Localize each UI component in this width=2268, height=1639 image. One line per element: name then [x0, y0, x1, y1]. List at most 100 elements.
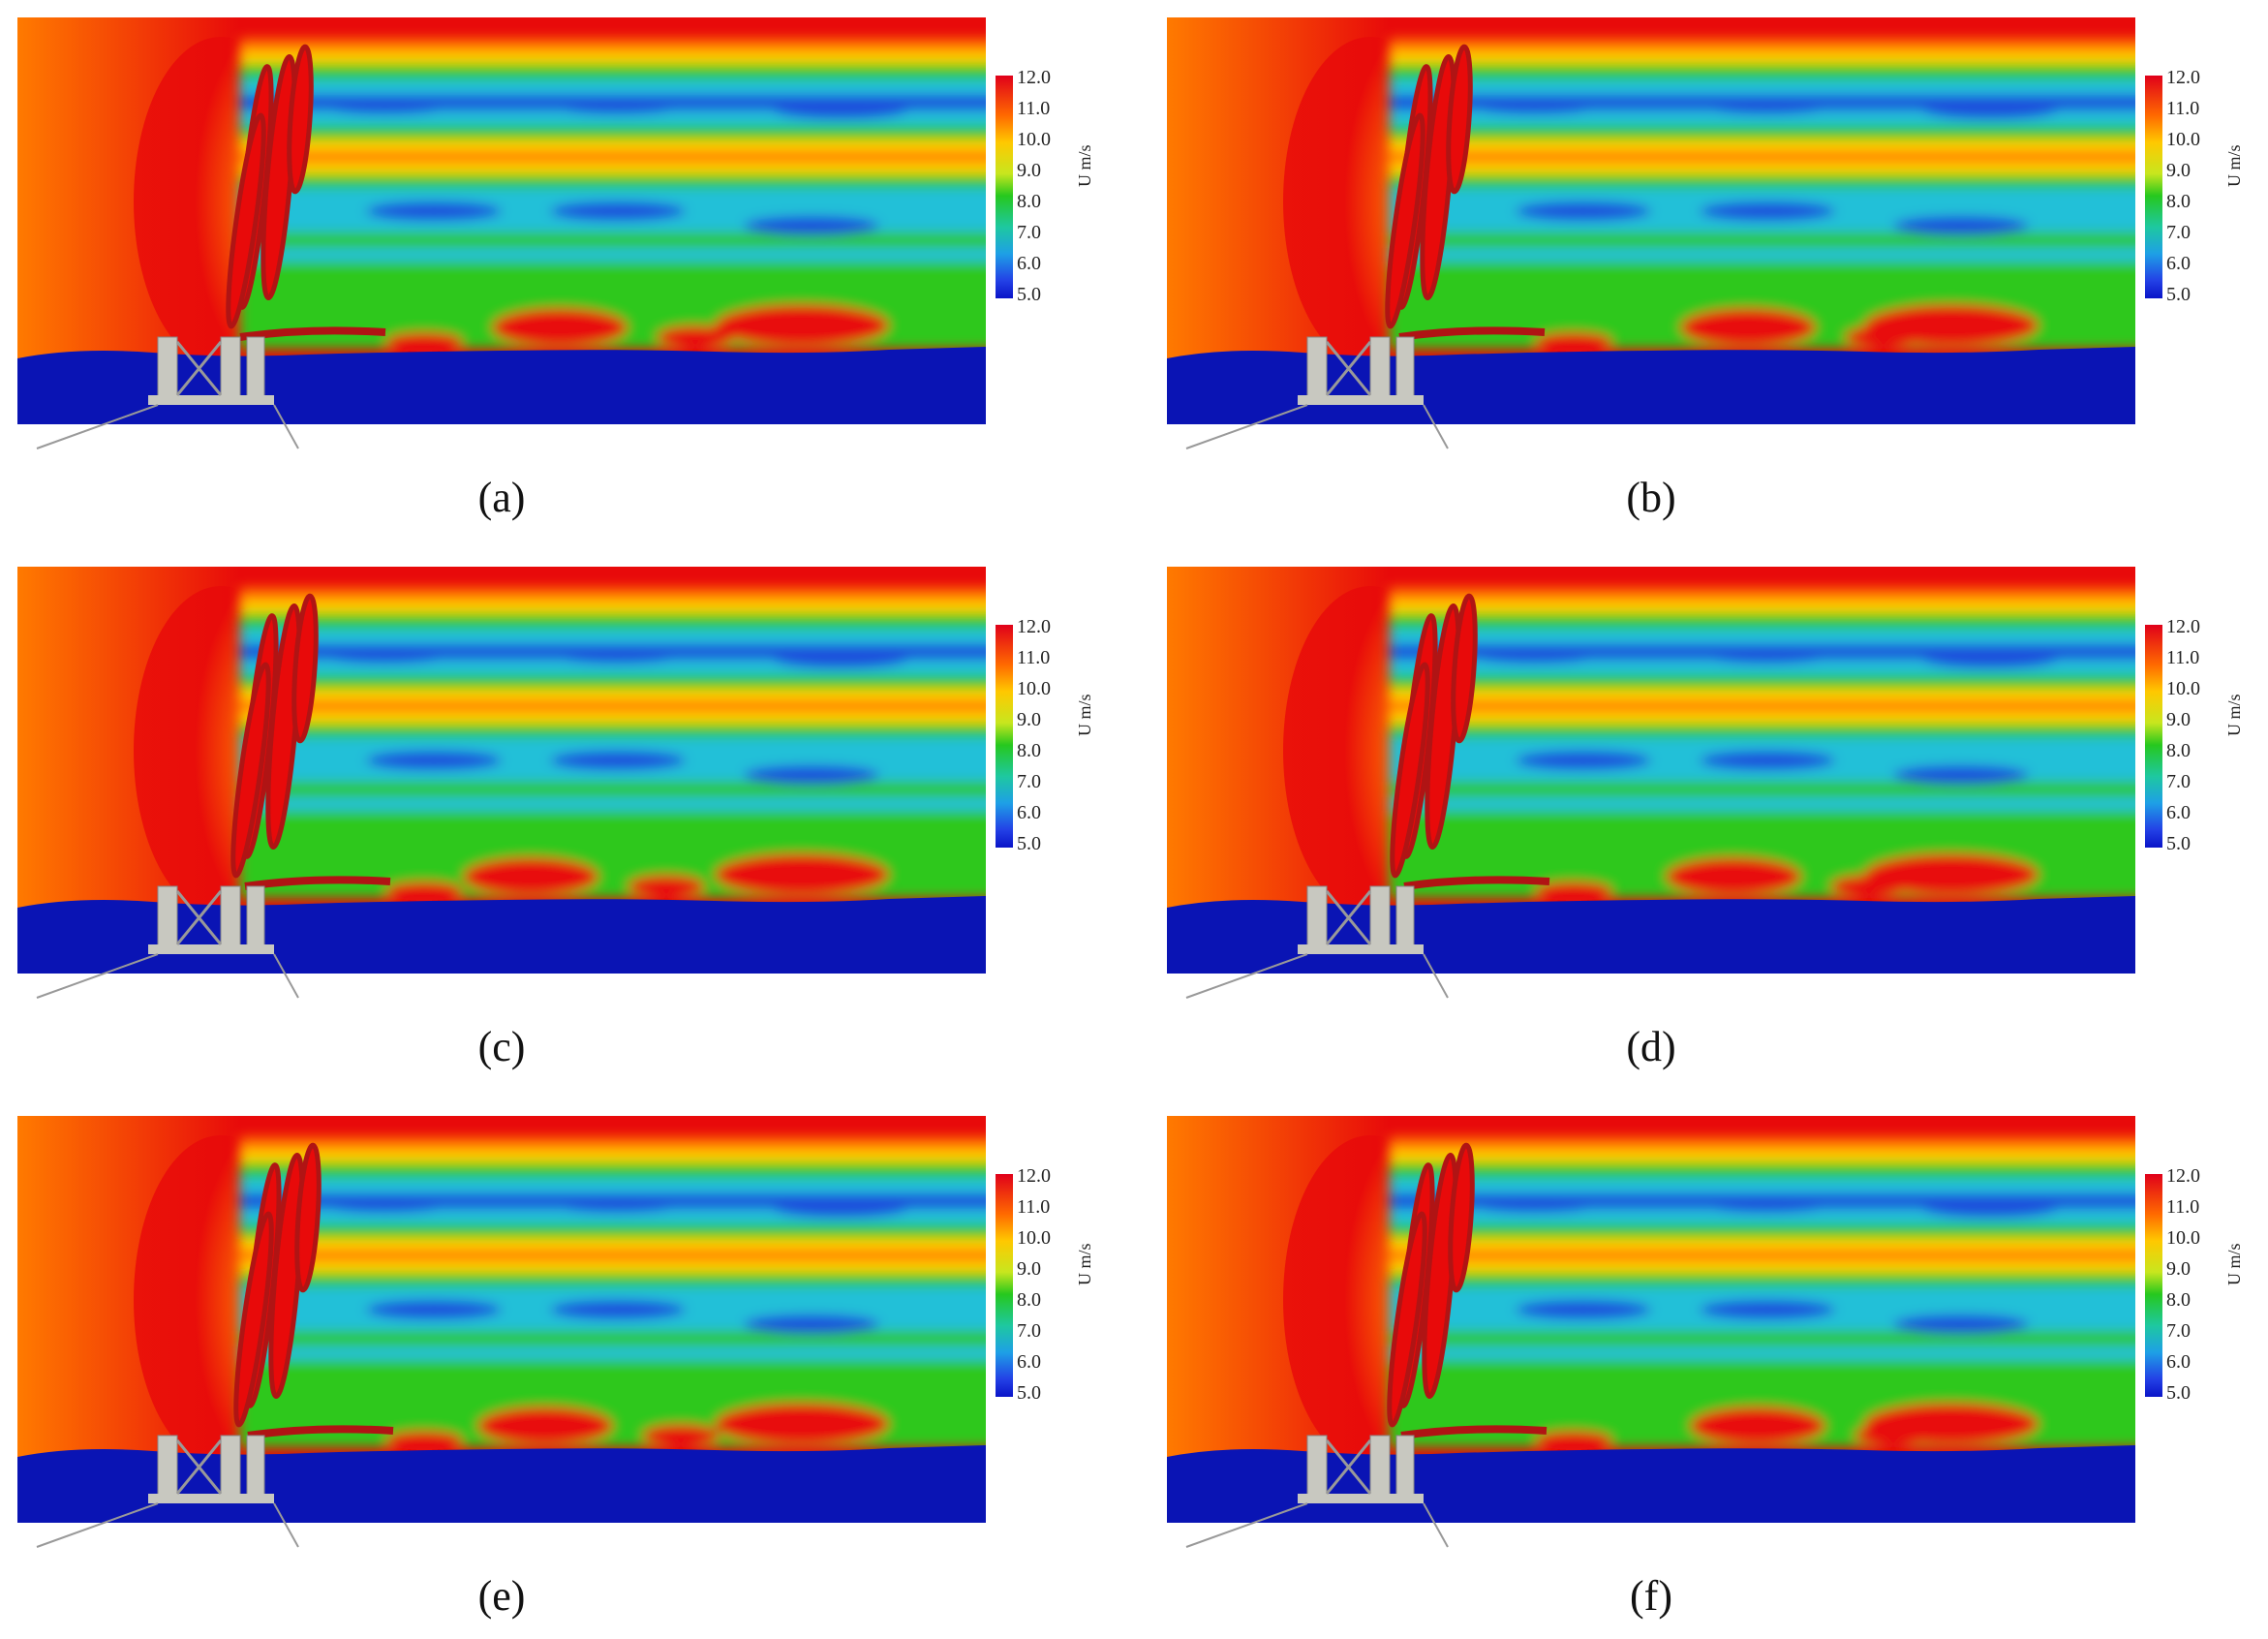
- colorbar-tick-label: 8.0: [1017, 1289, 1041, 1311]
- subfigure-panel: 12.0 11.0 10.0 9.0 8.0 7.0 6.0 5.0 U m/s (c): [17, 567, 1160, 1090]
- colorbar-tick-label: 6.0: [1017, 253, 1041, 274]
- colorbar: 12.0 11.0 10.0 9.0 8.0 7.0 6.0 5.0 U m/s: [2145, 68, 2244, 318]
- colorbar-tick-label: 11.0: [2166, 98, 2200, 119]
- flow-field: [17, 17, 1160, 473]
- mooring-lines: [36, 953, 299, 999]
- colorbar-unit-label: U m/s: [2224, 694, 2244, 736]
- mooring-lines: [36, 404, 299, 449]
- colorbar-tick-label: 5.0: [1017, 833, 1041, 854]
- tip-vortex-structures: [1385, 44, 1546, 341]
- colorbar-unit-label: U m/s: [1075, 144, 1094, 187]
- colorbar-unit-label: U m/s: [1075, 694, 1094, 736]
- colorbar: 12.0 11.0 10.0 9.0 8.0 7.0 6.0 5.0 U m/s: [996, 617, 1094, 867]
- colorbar-tick-label: 12.0: [2166, 1165, 2200, 1187]
- colorbar-gradient: [2145, 625, 2162, 848]
- mooring-lines: [1185, 953, 1449, 999]
- flow-field: [17, 567, 1160, 1022]
- floating-platform: [1298, 885, 1424, 954]
- colorbar-tick-label: 7.0: [1017, 1320, 1041, 1342]
- floating-platform: [1298, 1435, 1424, 1503]
- flow-field: [1167, 17, 2268, 473]
- flow-field-image: [17, 567, 986, 999]
- colorbar-tick-label: 10.0: [1017, 129, 1051, 150]
- flow-field-image: [17, 17, 986, 449]
- colorbar-tick-label: 8.0: [2166, 1289, 2191, 1311]
- tip-vortex-structures: [1387, 1142, 1548, 1439]
- colorbar-gradient: [2145, 76, 2162, 298]
- colorbar-tick-label: 5.0: [1017, 284, 1041, 305]
- flow-field: [17, 1116, 1160, 1571]
- colorbar-tick-label: 12.0: [1017, 1165, 1051, 1187]
- colorbar-tick-label: 9.0: [2166, 1258, 2191, 1280]
- flow-field-image: [1167, 567, 2135, 999]
- floating-platform: [148, 1435, 274, 1503]
- colorbar-gradient: [996, 625, 1013, 848]
- colorbar-unit-label: U m/s: [2224, 1243, 2244, 1285]
- subfigure-caption: (e): [477, 1572, 526, 1620]
- flow-field-image: [17, 1116, 986, 1548]
- floating-platform: [1298, 336, 1424, 405]
- tip-vortex-structures: [1390, 593, 1550, 890]
- colorbar-tick-label: 12.0: [2166, 67, 2200, 88]
- wake-region: [1390, 39, 2135, 352]
- colorbar-tick-label: 11.0: [2166, 647, 2200, 668]
- mooring-lines: [36, 1502, 299, 1548]
- colorbar-tick-label: 5.0: [2166, 284, 2191, 305]
- floating-platform: [148, 336, 274, 405]
- colorbar-unit-label: U m/s: [2224, 144, 2244, 187]
- colorbar-tick-label: 7.0: [1017, 222, 1041, 243]
- colorbar-tick-label: 8.0: [1017, 740, 1041, 761]
- flow-field: [1167, 1116, 2268, 1571]
- wake-region: [240, 1137, 986, 1450]
- colorbar-tick-label: 10.0: [1017, 1227, 1051, 1249]
- flow-field-image: [1167, 17, 2135, 449]
- subfigure-panel: 12.0 11.0 10.0 9.0 8.0 7.0 6.0 5.0 U m/s (a): [17, 17, 1160, 541]
- subfigure-panel: 12.0 11.0 10.0 9.0 8.0 7.0 6.0 5.0 U m/s (e): [17, 1116, 1160, 1639]
- colorbar-tick-label: 9.0: [2166, 160, 2191, 181]
- tip-vortex-structures: [230, 593, 391, 890]
- colorbar-tick-label: 12.0: [1017, 616, 1051, 637]
- colorbar-tick-label: 5.0: [2166, 1382, 2191, 1404]
- mooring-lines: [1185, 1502, 1449, 1548]
- colorbar-tick-label: 5.0: [1017, 1382, 1041, 1404]
- colorbar-tick-label: 9.0: [1017, 709, 1041, 730]
- mooring-lines: [1185, 404, 1449, 449]
- colorbar: 12.0 11.0 10.0 9.0 8.0 7.0 6.0 5.0 U m/s: [996, 68, 1094, 318]
- wake-region: [1390, 588, 2135, 901]
- subfigure-caption: (c): [477, 1023, 526, 1070]
- colorbar-tick-label: 6.0: [2166, 1351, 2191, 1373]
- colorbar: 12.0 11.0 10.0 9.0 8.0 7.0 6.0 5.0 U m/s: [2145, 1166, 2244, 1416]
- colorbar-tick-label: 10.0: [1017, 678, 1051, 699]
- colorbar-tick-label: 8.0: [2166, 740, 2191, 761]
- colorbar-tick-label: 7.0: [2166, 771, 2191, 792]
- colorbar-unit-label: U m/s: [1075, 1243, 1094, 1285]
- wake-region: [1390, 1137, 2135, 1450]
- colorbar-tick-label: 7.0: [2166, 222, 2191, 243]
- colorbar-tick-label: 7.0: [1017, 771, 1041, 792]
- subfigure-caption: (a): [477, 474, 526, 521]
- colorbar-tick-label: 8.0: [2166, 191, 2191, 212]
- colorbar-tick-label: 6.0: [1017, 802, 1041, 823]
- tip-vortex-structures: [233, 1142, 394, 1439]
- colorbar-gradient: [2145, 1174, 2162, 1397]
- colorbar-tick-label: 11.0: [1017, 1196, 1051, 1218]
- colorbar-tick-label: 6.0: [2166, 253, 2191, 274]
- colorbar-tick-label: 11.0: [1017, 98, 1051, 119]
- colorbar-gradient: [996, 76, 1013, 298]
- colorbar-tick-label: 7.0: [2166, 1320, 2191, 1342]
- flow-field: [1167, 567, 2268, 1022]
- subfigure-caption: (f): [1630, 1572, 1672, 1620]
- wake-region: [240, 588, 986, 901]
- colorbar-tick-label: 11.0: [2166, 1196, 2200, 1218]
- colorbar-tick-label: 12.0: [1017, 67, 1051, 88]
- colorbar-tick-label: 11.0: [1017, 647, 1051, 668]
- wake-region: [240, 39, 986, 352]
- colorbar-tick-label: 12.0: [2166, 616, 2200, 637]
- colorbar-gradient: [996, 1174, 1013, 1397]
- colorbar-tick-label: 6.0: [1017, 1351, 1041, 1373]
- floating-platform: [148, 885, 274, 954]
- subfigure-panel: 12.0 11.0 10.0 9.0 8.0 7.0 6.0 5.0 U m/s (d): [1167, 567, 2268, 1090]
- colorbar-tick-label: 10.0: [2166, 1227, 2200, 1249]
- tip-vortex-structures: [226, 44, 386, 341]
- colorbar-tick-label: 5.0: [2166, 833, 2191, 854]
